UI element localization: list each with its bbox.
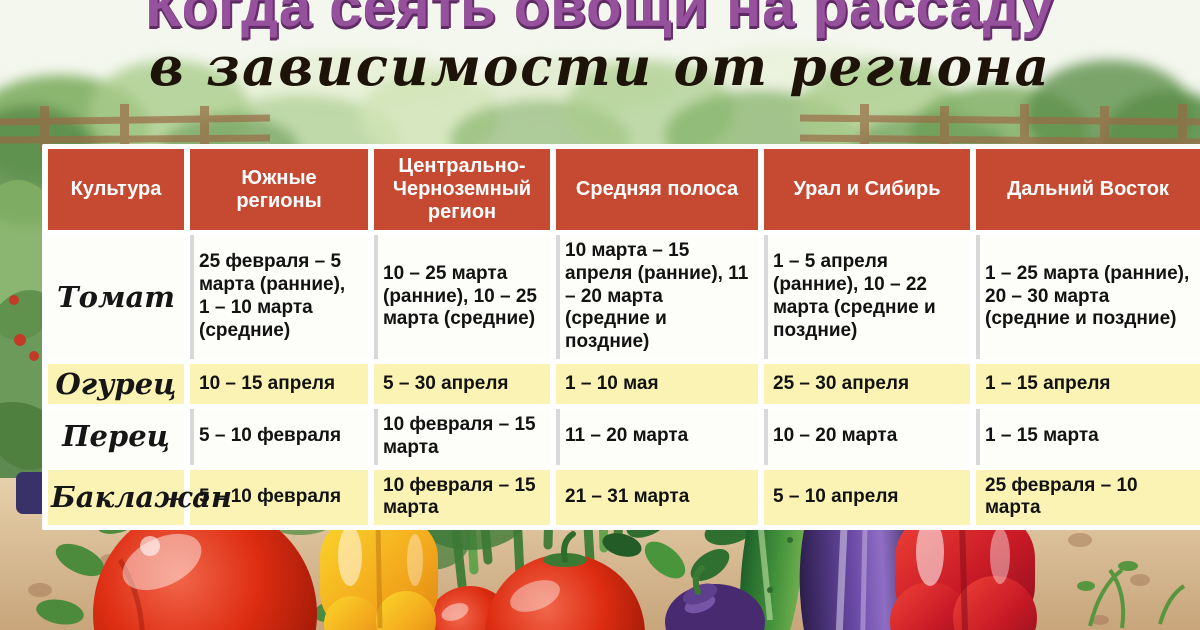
sowing-dates-cell: 11 – 20 марта — [556, 408, 758, 465]
small-eggplant-illustration — [665, 565, 765, 630]
column-header: Центрально-Черноземный регион — [374, 149, 550, 230]
sowing-dates-cell: 1 – 5 апреля (ранние), 10 – 22 марта (ср… — [764, 235, 970, 359]
column-header: Дальний Восток — [976, 149, 1200, 230]
fence — [0, 104, 1200, 152]
sowing-dates-cell: 5 – 10 февраля — [190, 469, 368, 526]
sprigs — [1077, 561, 1186, 629]
crop-name: Перец — [48, 408, 184, 465]
sowing-dates-cell: 10 февраля – 15 марта — [374, 469, 550, 526]
sowing-dates-cell: 10 – 20 марта — [764, 408, 970, 465]
crop-name: Баклажан — [48, 469, 232, 526]
sowing-dates-cell: 25 февраля – 5 марта (ранние), 1 – 10 ма… — [190, 235, 368, 359]
sowing-dates-cell: 10 – 25 марта (ранние), 10 – 25 марта (с… — [374, 235, 550, 359]
header-row: Культура Южные регионы Центрально-Чернозем… — [48, 149, 1200, 230]
sowing-dates-cell: 25 – 30 апреля — [764, 363, 970, 404]
table-row: Перец 5 – 10 февраля 10 февраля – 15 марта… — [48, 408, 1200, 465]
table-body: Томат 25 февраля – 5 марта (ранние), 1 – … — [48, 235, 1200, 526]
page-title: Когда сеять овощи на рассаду — [145, 0, 1055, 39]
sowing-dates-cell: 1 – 15 марта — [976, 408, 1200, 465]
sowing-dates-cell: 25 февраля – 10 марта — [976, 469, 1200, 526]
sowing-dates-cell: 5 – 10 апреля — [764, 469, 970, 526]
column-header: Южные регионы — [190, 149, 368, 230]
column-header: Культура — [48, 149, 184, 230]
table-row: Томат 25 февраля – 5 марта (ранние), 1 – … — [48, 235, 1200, 359]
page-subtitle: в зависимости от региона — [149, 36, 1051, 98]
sowing-dates-cell: 10 марта – 15 апреля (ранние), 11 – 20 м… — [556, 235, 758, 359]
table-row: Баклажан 5 – 10 февраля 10 февраля – 15 ма… — [48, 469, 1200, 526]
crop-name: Огурец — [48, 363, 184, 404]
sowing-dates-cell: 1 – 10 мая — [556, 363, 758, 404]
sowing-dates-cell: 5 – 30 апреля — [374, 363, 550, 404]
sowing-calendar-table: Культура Южные регионы Центрально-Чернозем… — [42, 144, 1200, 531]
table-header: Культура Южные регионы Центрально-Чернозем… — [48, 149, 1200, 230]
crop-name: Томат — [48, 235, 184, 359]
column-header: Средняя полоса — [556, 149, 758, 230]
sowing-dates-cell: 10 – 15 апреля — [190, 363, 368, 404]
sowing-dates-cell: 5 – 10 февраля — [190, 408, 368, 465]
sowing-dates-cell: 21 – 31 марта — [556, 469, 758, 526]
sowing-dates-cell: 1 – 25 марта (ранние), 20 – 30 марта (ср… — [976, 235, 1200, 359]
tomatoes-center-illustration — [424, 531, 645, 630]
column-header: Урал и Сибирь — [764, 149, 970, 230]
sowing-dates-cell: 10 февраля – 15 марта — [374, 408, 550, 465]
table-row: Огурец 10 – 15 апреля 5 – 30 апреля 1 – 10 … — [48, 363, 1200, 404]
sowing-dates-cell: 1 – 15 апреля — [976, 363, 1200, 404]
